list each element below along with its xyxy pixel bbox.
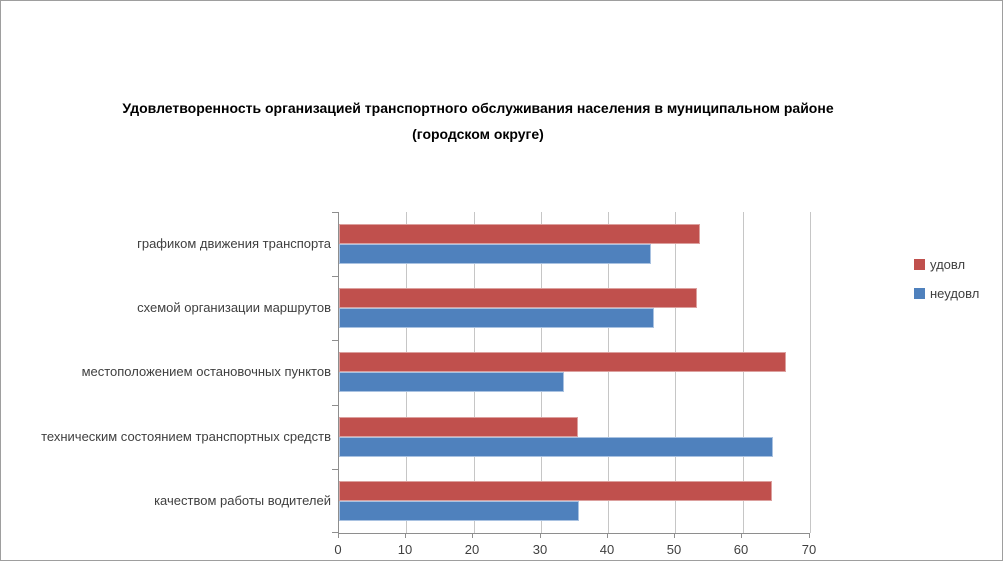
value-tick bbox=[741, 533, 742, 538]
value-tick bbox=[540, 533, 541, 538]
x-tick-label-60: 60 bbox=[733, 542, 749, 557]
x-tick-label-50: 50 bbox=[666, 542, 682, 557]
x-tick-label-40: 40 bbox=[599, 542, 615, 557]
plot-area bbox=[332, 212, 811, 534]
gridline-60 bbox=[742, 212, 744, 533]
category-label-drivers: качеством работы водителей bbox=[154, 493, 331, 508]
bar-neudovl-schedule bbox=[339, 244, 651, 264]
bar-udovl-drivers bbox=[339, 481, 773, 501]
x-tick-label-0: 0 bbox=[334, 542, 342, 557]
legend-item-udovl: удовл bbox=[914, 257, 979, 272]
bar-udovl-routes bbox=[339, 288, 697, 308]
chart-title-line2: (городском округе) bbox=[412, 126, 544, 142]
value-tick bbox=[338, 533, 339, 538]
bar-udovl-tech-condition bbox=[339, 417, 578, 437]
gridline-70 bbox=[809, 212, 811, 533]
category-tick bbox=[332, 405, 338, 406]
category-label-routes: схемой организации маршрутов bbox=[137, 300, 331, 315]
category-tick bbox=[332, 276, 338, 277]
bar-neudovl-drivers bbox=[339, 501, 579, 521]
gridline-50 bbox=[675, 212, 677, 533]
chart-title-line1: Удовлетворенность организацией транспорт… bbox=[122, 100, 834, 116]
category-tick bbox=[332, 212, 338, 213]
category-tick bbox=[332, 340, 338, 341]
value-tick bbox=[809, 533, 810, 538]
bar-neudovl-routes bbox=[339, 308, 654, 328]
category-tick bbox=[332, 469, 338, 470]
bar-neudovl-tech-condition bbox=[339, 437, 773, 457]
legend-label-udovl: удовл bbox=[930, 257, 966, 272]
category-label-tech-condition: техническим состоянием транспортных сред… bbox=[41, 429, 331, 444]
chart-title: Удовлетворенность организацией транспорт… bbox=[61, 95, 895, 147]
legend-swatch-neudovl-icon bbox=[914, 288, 925, 299]
category-label-schedule: графиком движения транспорта bbox=[137, 236, 331, 251]
bar-udovl-stops bbox=[339, 352, 787, 372]
x-tick-label-10: 10 bbox=[397, 542, 413, 557]
legend: удовл неудовл bbox=[914, 257, 979, 315]
bar-neudovl-stops bbox=[339, 372, 565, 392]
legend-swatch-udovl-icon bbox=[914, 259, 925, 270]
value-tick bbox=[607, 533, 608, 538]
value-tick bbox=[405, 533, 406, 538]
x-tick-label-70: 70 bbox=[801, 542, 817, 557]
legend-item-neudovl: неудовл bbox=[914, 286, 979, 301]
gridline-40 bbox=[608, 212, 610, 533]
category-tick bbox=[332, 532, 338, 533]
value-tick bbox=[472, 533, 473, 538]
category-label-stops: местоположением остановочных пунктов bbox=[81, 364, 331, 379]
legend-label-neudovl: неудовл bbox=[930, 286, 980, 301]
value-tick bbox=[674, 533, 675, 538]
x-tick-label-20: 20 bbox=[464, 542, 480, 557]
bar-udovl-schedule bbox=[339, 224, 701, 244]
x-tick-label-30: 30 bbox=[532, 542, 548, 557]
